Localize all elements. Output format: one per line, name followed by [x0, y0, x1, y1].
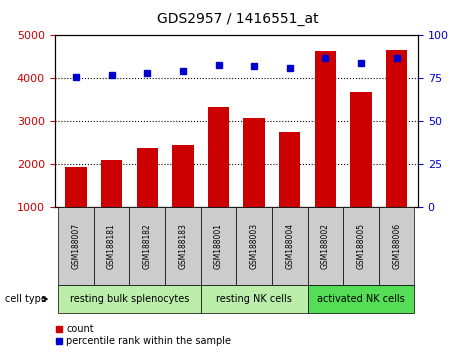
Text: GSM188001: GSM188001 [214, 223, 223, 269]
Text: count: count [66, 324, 94, 333]
Bar [201, 285, 308, 313]
Bar [237, 207, 272, 285]
Bar [315, 51, 336, 250]
Bar [165, 207, 200, 285]
Bar [308, 207, 343, 285]
Text: cell type: cell type [5, 294, 47, 304]
Text: GSM188182: GSM188182 [143, 223, 152, 269]
Text: percentile rank within the sample: percentile rank within the sample [66, 336, 231, 346]
Bar [201, 207, 237, 285]
Text: resting bulk splenocytes: resting bulk splenocytes [70, 294, 189, 304]
Text: GSM188183: GSM188183 [179, 223, 187, 269]
Bar [351, 92, 372, 250]
Bar [94, 207, 129, 285]
Bar [379, 207, 414, 285]
Bar [129, 207, 165, 285]
Text: resting NK cells: resting NK cells [216, 294, 292, 304]
Text: activated NK cells: activated NK cells [317, 294, 405, 304]
Text: GDS2957 / 1416551_at: GDS2957 / 1416551_at [157, 12, 318, 27]
Bar [386, 50, 408, 250]
Text: GSM188006: GSM188006 [392, 223, 401, 269]
Bar [208, 107, 229, 250]
Bar [343, 207, 379, 285]
Bar [279, 132, 301, 250]
Text: GSM188181: GSM188181 [107, 223, 116, 269]
Bar [244, 118, 265, 250]
Text: GSM188007: GSM188007 [72, 223, 80, 269]
Bar [137, 148, 158, 250]
Bar [101, 160, 123, 250]
Bar [58, 207, 94, 285]
Bar [272, 207, 308, 285]
Text: GSM188003: GSM188003 [250, 223, 258, 269]
Text: GSM188002: GSM188002 [321, 223, 330, 269]
Bar [65, 167, 86, 250]
Bar [58, 285, 201, 313]
Text: GSM188005: GSM188005 [357, 223, 365, 269]
Text: GSM188004: GSM188004 [285, 223, 294, 269]
Bar [308, 285, 415, 313]
Bar [172, 145, 194, 250]
